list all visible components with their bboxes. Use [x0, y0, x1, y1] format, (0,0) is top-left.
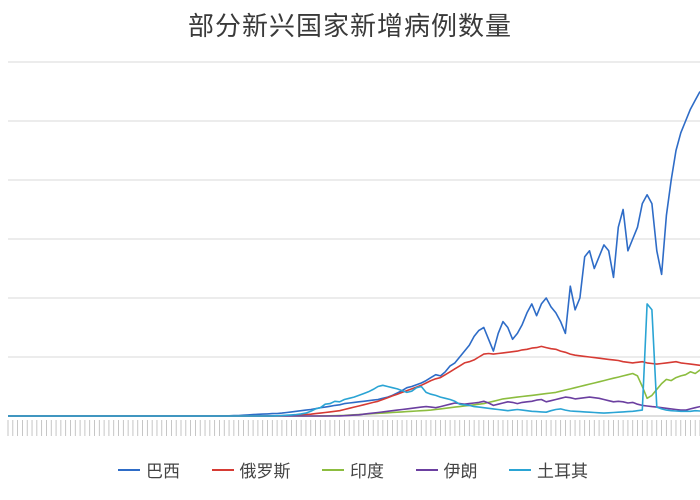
legend-swatch-brazil: [118, 468, 140, 471]
legend-item-russia: 俄罗斯: [211, 457, 291, 482]
legend-swatch-turkey: [509, 468, 531, 471]
series-line-4: [8, 303, 700, 417]
legend-label-turkey: 土耳其: [537, 462, 588, 482]
gridlines: [8, 61, 700, 417]
legend-swatch-india: [322, 468, 344, 471]
legend-label-russia: 俄罗斯: [239, 462, 291, 482]
legend-swatch-russia: [211, 468, 234, 471]
legend-item-turkey: 土耳其: [509, 457, 588, 482]
series-line-0: [8, 91, 700, 417]
legend-item-iran: 伊朗: [415, 457, 478, 482]
legend-label-brazil: 巴西: [146, 462, 180, 482]
legend-item-brazil: 巴西: [118, 457, 180, 482]
chart-title: 部分新兴国家新增病例数量: [187, 12, 512, 42]
x-axis-ticks: [7, 420, 700, 436]
legend-item-india: 印度: [322, 457, 384, 482]
legend-swatch-iran: [415, 468, 438, 471]
legend-label-iran: 伊朗: [443, 462, 478, 482]
legend: 巴西 俄罗斯 印度 伊朗 土耳其: [118, 457, 588, 482]
legend-label-india: 印度: [350, 462, 384, 482]
